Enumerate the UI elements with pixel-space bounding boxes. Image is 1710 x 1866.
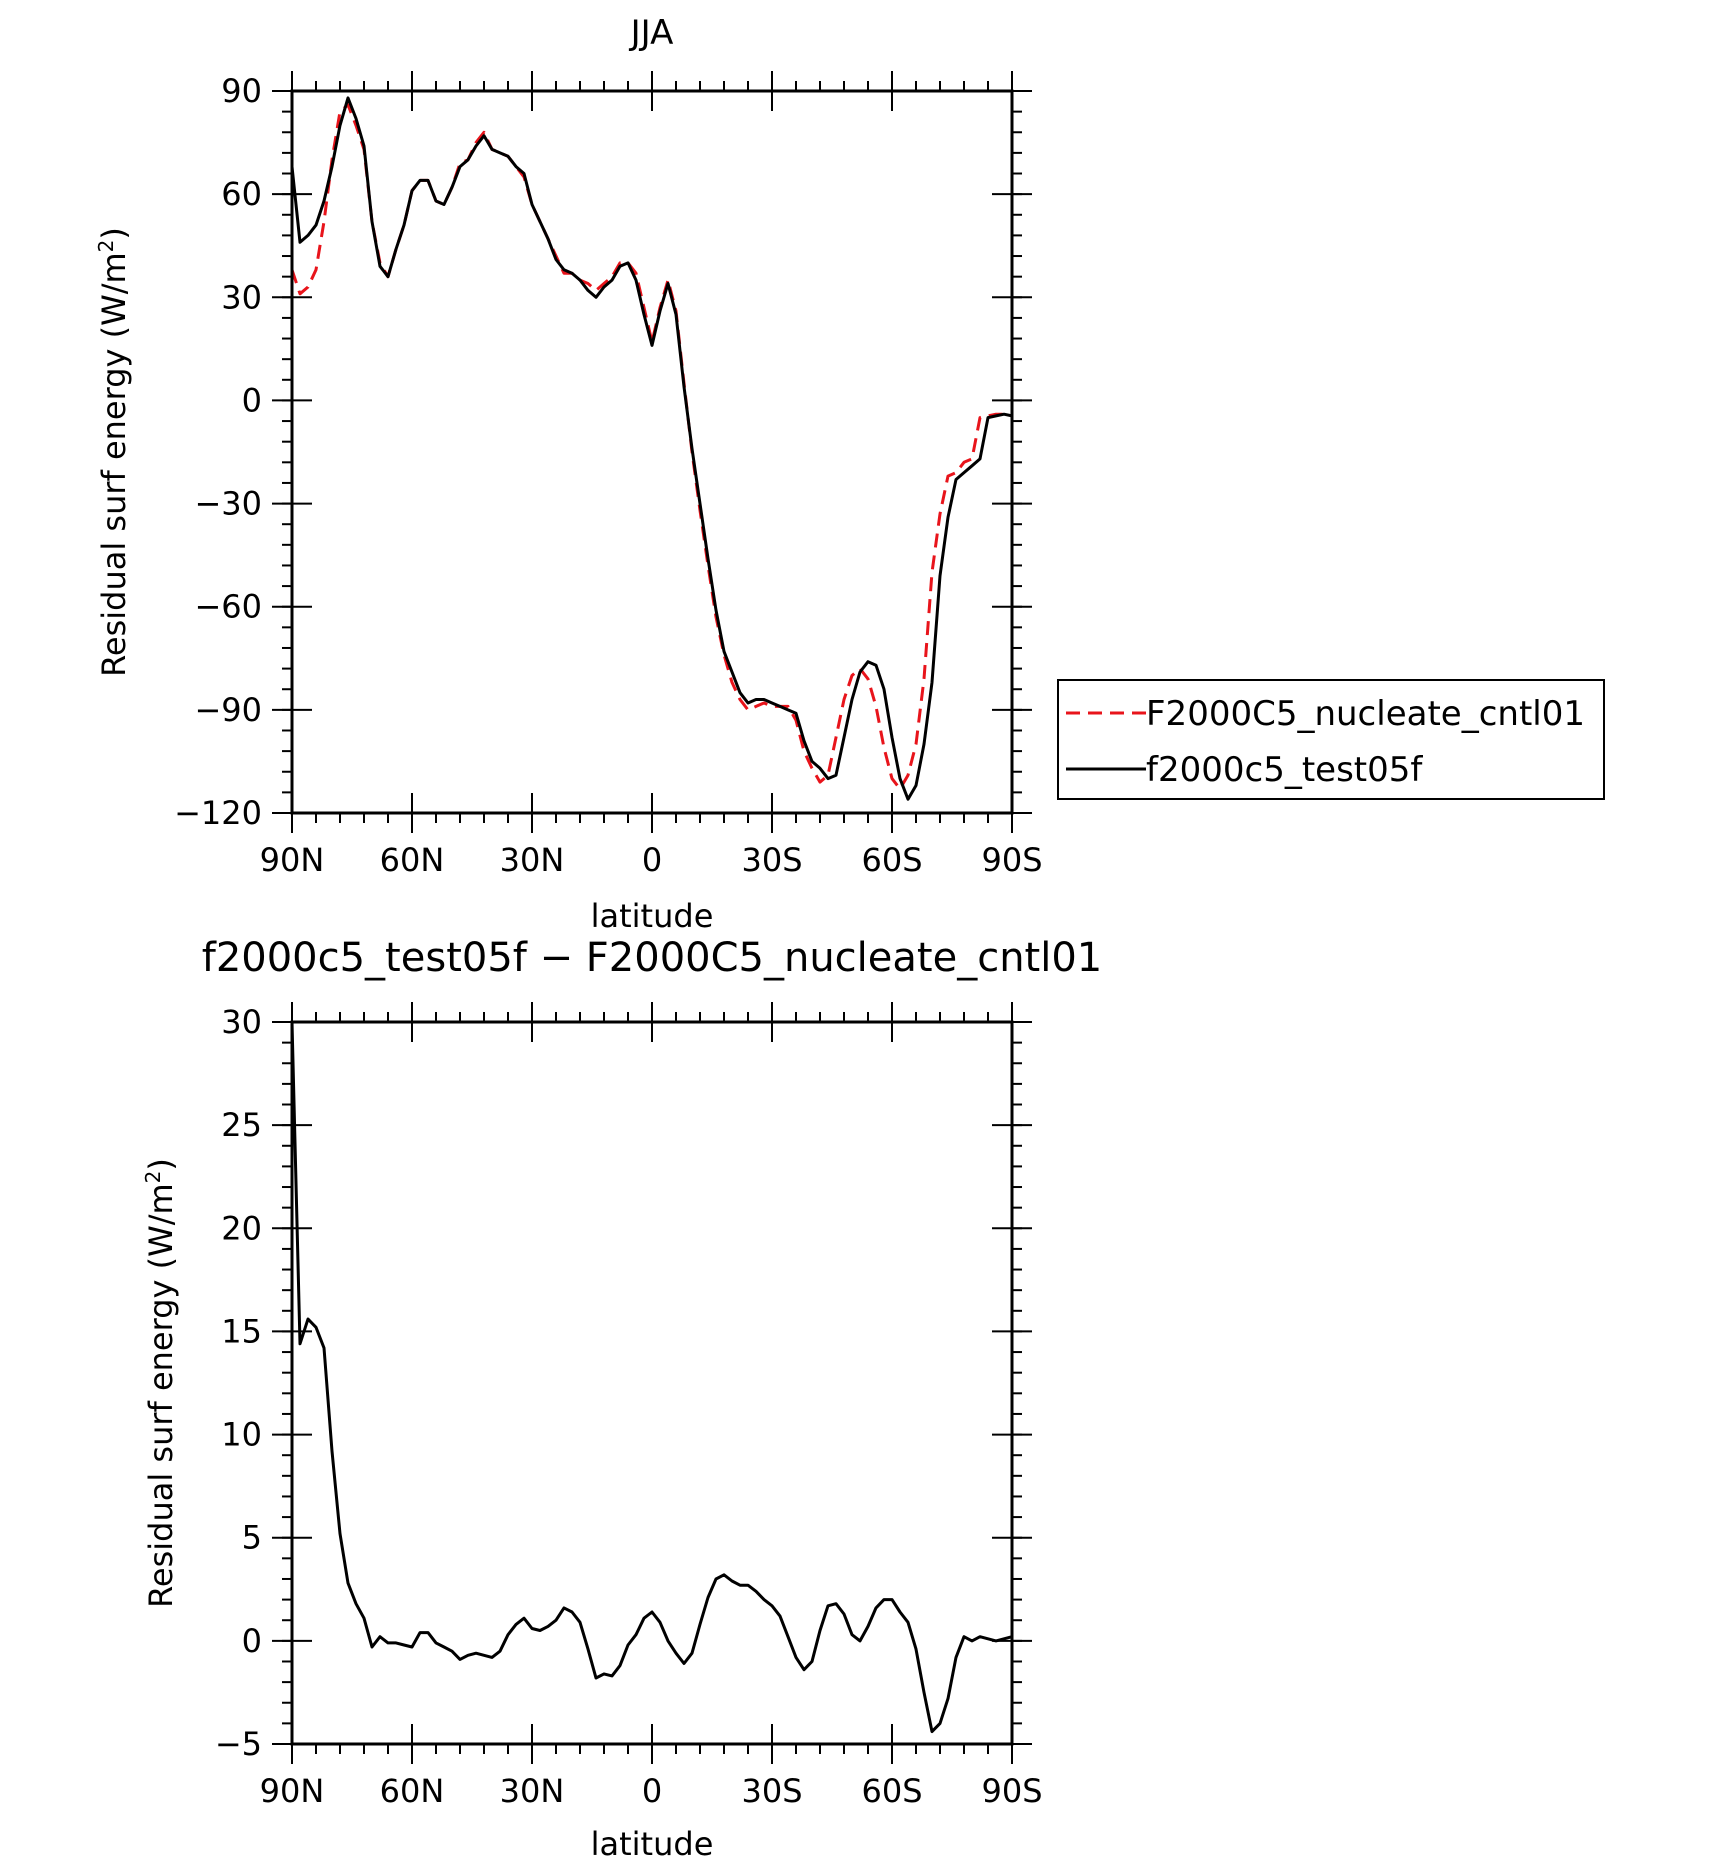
y-tick-label: 0 [242,1622,262,1660]
x-tick-label: 90S [981,1772,1042,1810]
x-tick-label: 60N [380,841,445,879]
x-tick-label: 0 [642,841,662,879]
x-tick-label: 60S [861,841,922,879]
y-tick-label: −30 [194,485,262,523]
x-tick-label: 90N [260,1772,325,1810]
x-tick-label: 30N [500,1772,565,1810]
x-tick-label: 30N [500,841,565,879]
legend-box [1057,679,1605,800]
y-axis-label: Residual surf energy (W/m2) [94,227,133,677]
y-tick-label: 25 [221,1106,262,1144]
y-axis-label-end: ) [142,1158,180,1170]
y-tick-label: 5 [242,1519,262,1557]
x-tick-label: 30S [741,841,802,879]
y-tick-label: −90 [194,691,262,729]
series-line-1 [290,103,1013,791]
y-tick-label: 90 [221,72,262,110]
y-axis-label: Residual surf energy (W/m2) [141,1158,180,1608]
y-tick-label: −5 [215,1725,262,1763]
y-tick-label: 10 [221,1416,262,1454]
x-tick-label: 90S [981,841,1042,879]
chart-1: JJA Residual surf energy (W/m2) latitude 90… [94,13,1605,935]
series-line-1 [290,1021,1013,1734]
y-axis-label-main: Residual surf energy (W/m [142,1183,180,1608]
y-tick-label: −60 [194,588,262,626]
series-line-2 [290,96,1013,801]
x-tick-label: 60N [380,1772,445,1810]
y-tick-label: 30 [221,278,262,316]
plot-frame [290,1020,1014,1746]
chart-title: f2000c5_test05f − F2000C5_nucleate_cntl0… [202,935,1103,981]
y-axis-label-end: ) [95,227,133,239]
y-tick-label: 60 [221,175,262,213]
chart-title: JJA [629,13,674,53]
y-axis-label-superscript: 2 [94,240,118,253]
x-axis-label: latitude [591,1825,714,1863]
plot-frame [290,89,1014,815]
legend-label-1: F2000C5_nucleate_cntl01 [1146,694,1585,734]
x-tick-label: 0 [642,1772,662,1810]
x-tick-label: 30S [741,1772,802,1810]
legend-label-2: f2000c5_test05f [1146,750,1423,790]
x-axis-label: latitude [591,897,714,935]
legend: F2000C5_nucleate_cntl01 f2000c5_test05f [1057,679,1605,800]
y-tick-label: 0 [242,381,262,419]
y-tick-label: −120 [174,794,262,832]
y-tick-label: 15 [221,1312,262,1350]
y-tick-label: 30 [221,1003,262,1041]
y-axis-label-superscript: 2 [141,1171,165,1184]
x-tick-label: 60S [861,1772,922,1810]
chart-2: f2000c5_test05f − F2000C5_nucleate_cntl0… [141,935,1102,1863]
y-tick-label: 20 [221,1209,262,1247]
x-tick-label: 90N [260,841,325,879]
y-axis-label-main: Residual surf energy (W/m [95,252,133,677]
